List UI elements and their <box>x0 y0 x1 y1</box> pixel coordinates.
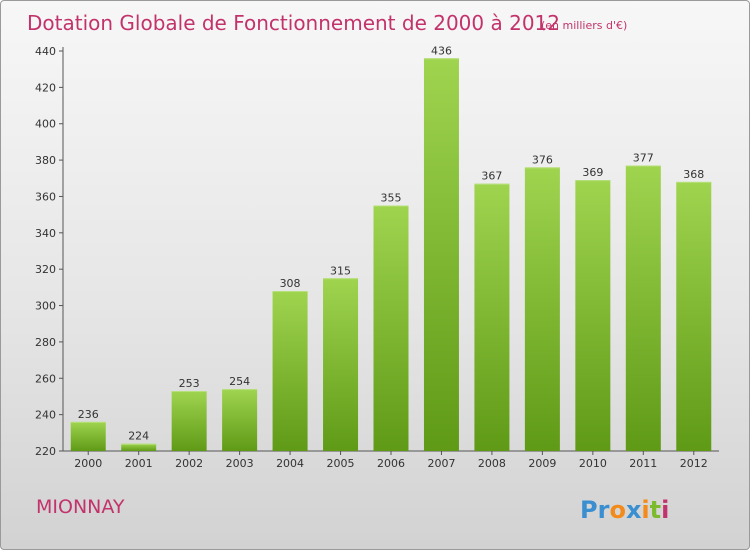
x-tick-label: 2011 <box>629 457 657 470</box>
y-tick-label: 340 <box>35 227 56 240</box>
x-tick-label: 2012 <box>680 457 708 470</box>
bar <box>524 167 560 451</box>
y-tick-label: 300 <box>35 300 56 313</box>
bar <box>474 183 510 451</box>
x-tick-label: 2001 <box>125 457 153 470</box>
x-tick-label: 2008 <box>478 457 506 470</box>
bar-value-label: 236 <box>78 408 99 421</box>
logo-letter: P <box>580 496 598 524</box>
y-tick-label: 320 <box>35 263 56 276</box>
bar <box>70 421 106 451</box>
bar <box>575 180 611 451</box>
y-tick-label: 440 <box>35 45 56 58</box>
bar-value-label: 369 <box>582 166 603 179</box>
y-tick-label: 240 <box>35 409 56 422</box>
bar <box>272 291 308 451</box>
axes: 220 240 260 280 300 320 340 360 380 400 420 440 2000… <box>35 45 719 470</box>
logo-letter: t <box>650 496 661 524</box>
chart-subtitle: (en milliers d'€) <box>541 19 627 32</box>
logo-letter: o <box>609 496 626 524</box>
x-tick-label: 2006 <box>377 457 405 470</box>
x-tick-label: 2004 <box>276 457 304 470</box>
logo-letter: x <box>626 496 642 524</box>
bar <box>676 181 712 451</box>
bar-value-label: 377 <box>633 152 654 165</box>
x-tick-label: 2007 <box>427 457 455 470</box>
bar <box>323 278 359 451</box>
bar-value-label: 436 <box>431 44 452 57</box>
y-tick-label: 260 <box>35 372 56 385</box>
proxiti-logo: Proxiti <box>580 496 669 524</box>
bar <box>171 391 207 451</box>
x-tick-label: 2005 <box>327 457 355 470</box>
y-tick-label: 400 <box>35 118 56 131</box>
y-tick-label: 380 <box>35 154 56 167</box>
bar-value-label: 254 <box>229 375 250 388</box>
bar <box>373 205 409 451</box>
x-tick-label: 2010 <box>579 457 607 470</box>
data-labels-group: 236 224 253 254 308 315 355 436 367 376 369 377 368 <box>78 44 705 442</box>
bar-value-label: 315 <box>330 264 351 277</box>
bar-value-label: 355 <box>381 192 402 205</box>
bar-value-label: 376 <box>532 153 553 166</box>
x-tick-label: 2003 <box>226 457 254 470</box>
bar <box>222 389 258 451</box>
bar <box>625 165 661 451</box>
bar-value-label: 308 <box>280 277 301 290</box>
x-tick-label: 2002 <box>175 457 203 470</box>
bar <box>423 58 459 451</box>
y-tick-label: 420 <box>35 81 56 94</box>
commune-name: MIONNAY <box>36 496 125 518</box>
x-tick-label: 2000 <box>74 457 102 470</box>
x-tick-label: 2009 <box>528 457 556 470</box>
bar-value-label: 368 <box>683 168 704 181</box>
chart-title: Dotation Globale de Fonctionnement de 20… <box>27 11 560 35</box>
bar <box>121 443 157 451</box>
y-tick-label: 360 <box>35 190 56 203</box>
bar-value-label: 253 <box>179 377 200 390</box>
y-tick-label: 280 <box>35 336 56 349</box>
bars-group <box>70 58 712 451</box>
logo-letter: i <box>641 496 649 524</box>
bar-value-label: 367 <box>481 170 502 183</box>
logo-letter: r <box>598 496 610 524</box>
bar-value-label: 224 <box>128 430 149 443</box>
y-tick-label: 220 <box>35 445 56 458</box>
logo-letter: i <box>661 496 669 524</box>
